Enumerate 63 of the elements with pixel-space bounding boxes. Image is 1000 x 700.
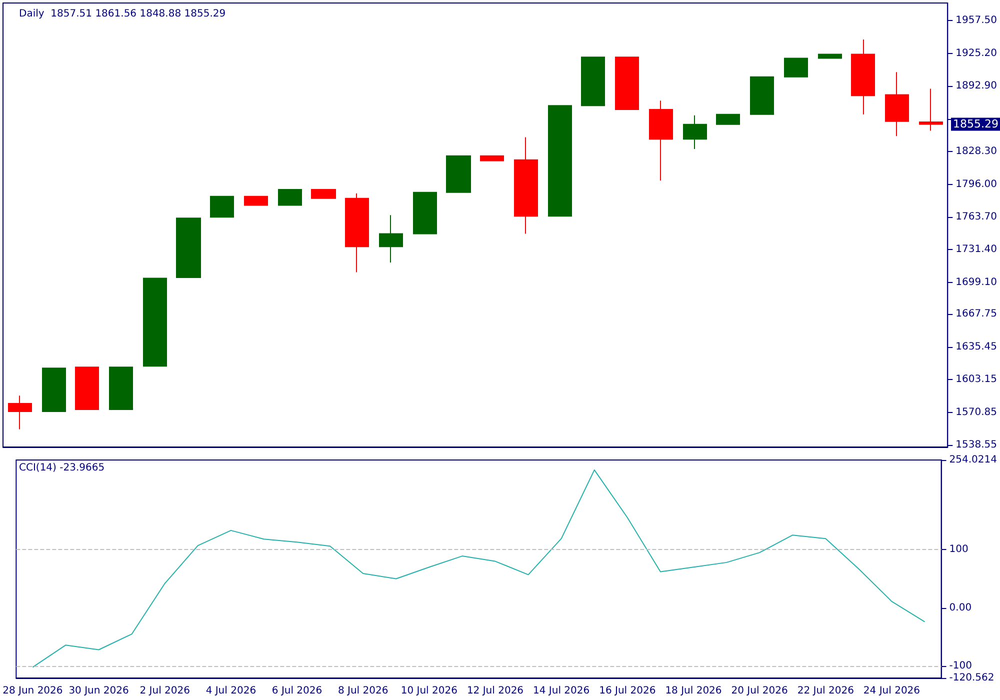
y-tick-label: 1925.20 bbox=[956, 48, 998, 59]
y-tick-label: 0.00 bbox=[949, 602, 972, 614]
y-tick-label: 1570.85 bbox=[956, 406, 998, 418]
candlestick bbox=[446, 155, 471, 193]
y-tick-label: 1667.75 bbox=[956, 308, 998, 320]
candlestick bbox=[615, 56, 639, 110]
chart-title: CCI(14) -23.9665 bbox=[19, 462, 105, 474]
candlestick bbox=[143, 278, 167, 367]
candlestick bbox=[851, 38, 875, 115]
text: Daily 1857.51 1861.56 1848.88 1855.29 bbox=[19, 8, 226, 20]
y-tick-label: 100 bbox=[949, 544, 968, 556]
y-tick-label: 1603.15 bbox=[956, 374, 998, 386]
x-tick-label: 16 Jul 2026 bbox=[599, 686, 656, 696]
y-tick-label: -100 bbox=[949, 660, 972, 672]
text: 1855.29 bbox=[953, 118, 998, 131]
candlestick bbox=[548, 105, 572, 217]
x-tick-label: 2 Jul 2026 bbox=[140, 686, 190, 696]
candlestick bbox=[109, 366, 133, 410]
x-tick-label: 30 Jun 2026 bbox=[68, 686, 129, 696]
candlestick bbox=[311, 188, 336, 199]
y-tick-label: 1635.45 bbox=[956, 341, 998, 352]
y-tick-label: 1763.70 bbox=[956, 212, 998, 222]
x-tick-label: 28 Jun 2026 bbox=[2, 686, 63, 696]
candlestick bbox=[649, 100, 673, 182]
y-tick-label: 254.0214 bbox=[949, 454, 998, 466]
x-tick-label: 14 Jul 2026 bbox=[533, 686, 590, 696]
y-tick-label: 1828.30 bbox=[956, 146, 998, 158]
candlestick bbox=[784, 58, 808, 78]
candlestick bbox=[42, 368, 66, 412]
y-tick-label: 1731.40 bbox=[956, 244, 998, 256]
candlestick bbox=[8, 395, 32, 430]
y-tick-label: -120.562 bbox=[949, 672, 994, 684]
candlestick bbox=[75, 366, 99, 410]
candlestick bbox=[176, 218, 201, 278]
x-tick-label: 24 Jul 2026 bbox=[863, 686, 920, 696]
candlestick bbox=[818, 54, 842, 59]
x-tick-label: 6 Jul 2026 bbox=[272, 686, 322, 696]
x-tick-label: 18 Jul 2026 bbox=[665, 686, 722, 696]
x-tick-label: 12 Jul 2026 bbox=[466, 686, 524, 696]
x-tick-label: 22 Jul 2026 bbox=[797, 686, 854, 696]
y-tick-label: 1796.00 bbox=[956, 178, 998, 190]
y-tick-label: 1957.50 bbox=[956, 15, 998, 26]
candlestick bbox=[345, 192, 369, 273]
y-tick-label: 1892.90 bbox=[956, 80, 998, 92]
x-tick-label: 8 Jul 2026 bbox=[338, 686, 388, 696]
x-tick-label: 20 Jul 2026 bbox=[731, 686, 788, 696]
candlestick bbox=[581, 56, 605, 106]
y-tick-label: 1538.55 bbox=[956, 440, 998, 451]
candlestick bbox=[210, 196, 234, 218]
x-tick-label: 10 Jul 2026 bbox=[400, 686, 458, 696]
candlestick bbox=[514, 136, 538, 234]
candlestick bbox=[750, 76, 774, 115]
candlestick bbox=[683, 114, 707, 150]
candlestick bbox=[278, 188, 302, 206]
candlestick bbox=[480, 155, 504, 162]
y-tick-label: 1699.10 bbox=[956, 276, 998, 288]
candlestick bbox=[885, 72, 909, 137]
candlestick bbox=[244, 196, 268, 206]
x-tick-label: 4 Jul 2026 bbox=[206, 686, 256, 696]
candlestick bbox=[716, 114, 740, 125]
candlestick bbox=[413, 192, 437, 234]
candlestick bbox=[919, 88, 943, 132]
candlestick bbox=[379, 214, 403, 263]
